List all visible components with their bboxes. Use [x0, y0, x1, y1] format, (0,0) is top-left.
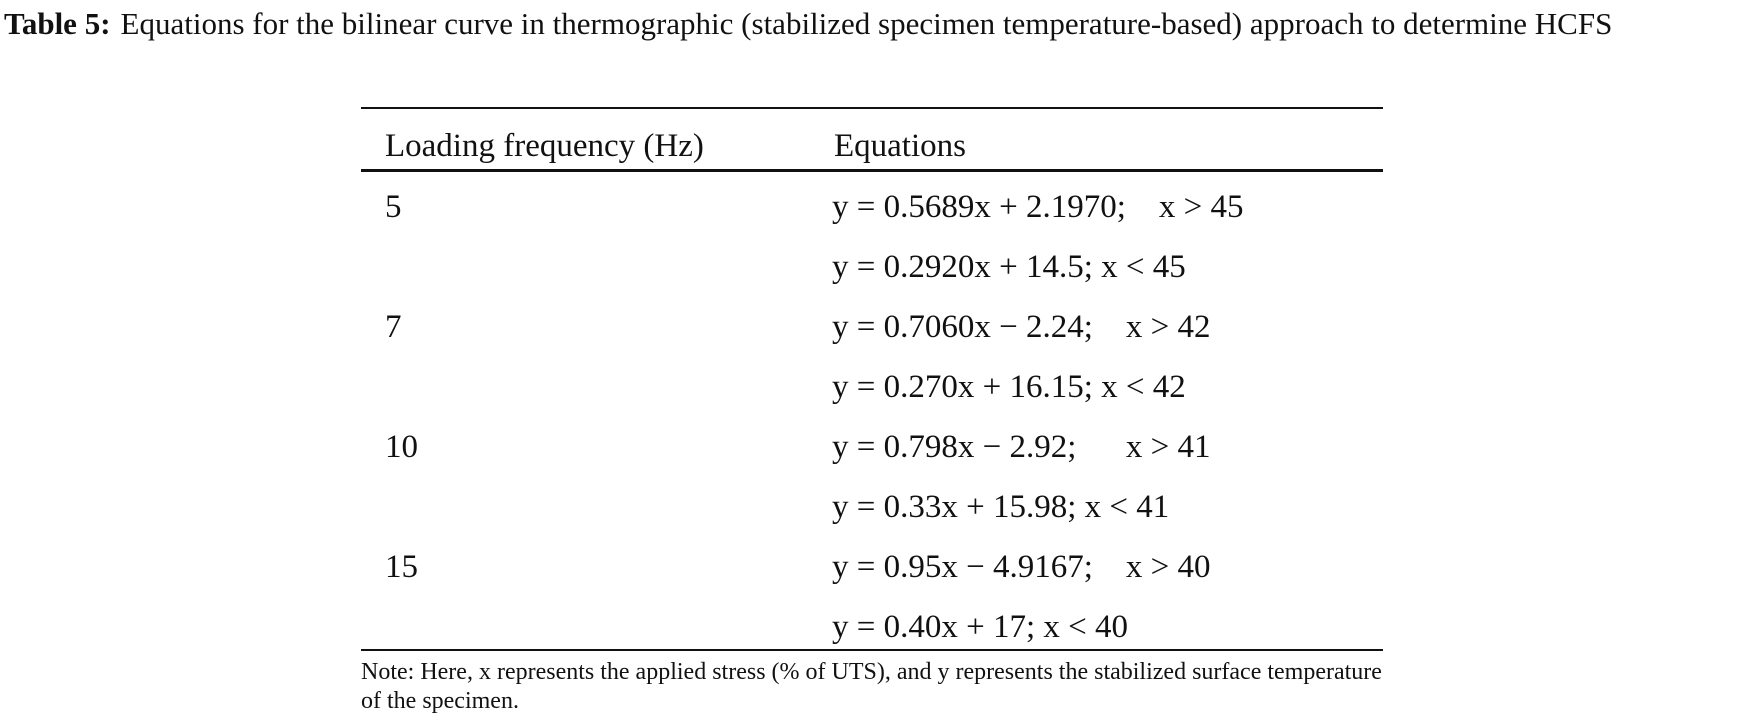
frequency-cell: 5	[385, 189, 402, 225]
frequency-cell: 10	[385, 429, 418, 465]
header-cell: Loading frequency (Hz)	[385, 128, 704, 164]
table-caption: Table 5: Equations for the bilinear curve…	[4, 4, 1749, 44]
equation-cell: y = 0.33x + 15.98; x < 41	[832, 489, 1170, 525]
bottom-rule	[361, 649, 1383, 651]
caption-text: Equations for the bilinear curve in ther…	[120, 6, 1613, 41]
caption-label: Table 5:	[4, 6, 111, 41]
equation-cell: y = 0.7060x − 2.24; x > 42	[832, 309, 1211, 345]
frequency-cell: 15	[385, 549, 418, 585]
top-rule	[361, 107, 1383, 109]
header-rule	[361, 169, 1383, 172]
equation-cell: y = 0.5689x + 2.1970; x > 45	[832, 189, 1244, 225]
equation-cell: y = 0.270x + 16.15; x < 42	[832, 369, 1186, 405]
equation-cell: y = 0.798x − 2.92; x > 41	[832, 429, 1211, 465]
header-cell: Equations	[834, 128, 966, 164]
equation-cell: y = 0.2920x + 14.5; x < 45	[832, 249, 1186, 285]
equation-cell: y = 0.40x + 17; x < 40	[832, 609, 1129, 645]
table-note: Note: Here, x represents the applied str…	[361, 659, 1382, 714]
frequency-cell: 7	[385, 309, 402, 345]
equation-cell: y = 0.95x − 4.9167; x > 40	[832, 549, 1211, 585]
